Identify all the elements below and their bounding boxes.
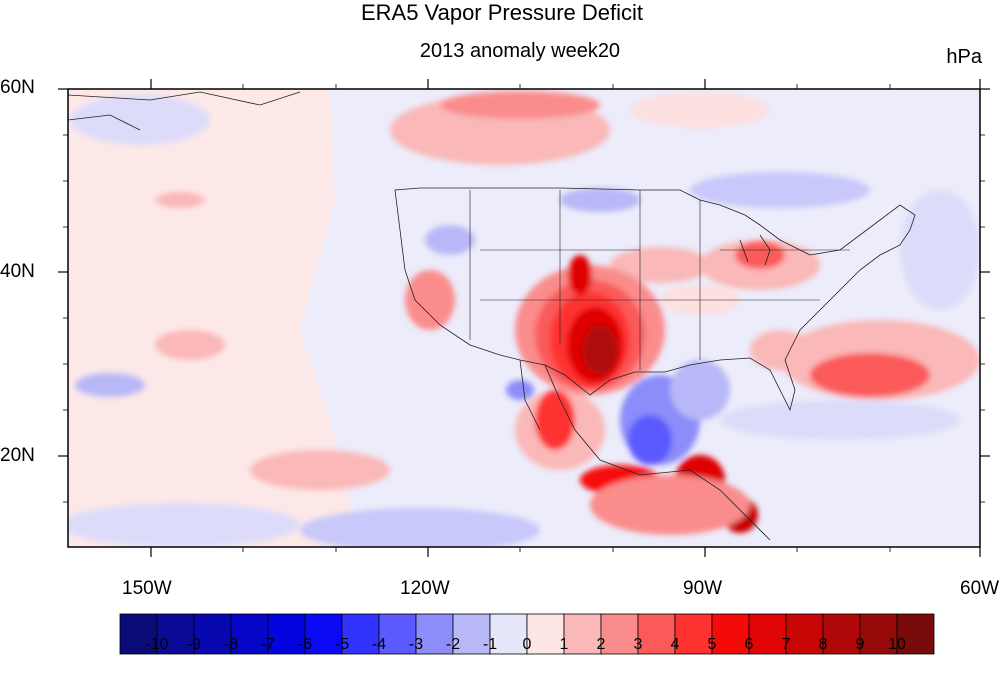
colorbar-tick-label: -2 (445, 636, 461, 653)
colorbar-swatch (156, 613, 195, 655)
colorbar-tick-label: -9 (186, 636, 202, 653)
colorbar-tick-label: 1 (559, 636, 569, 653)
colorbar-swatch (748, 613, 787, 655)
colorbar-tick-label: -6 (297, 636, 313, 653)
colorbar-tick-label: -4 (371, 636, 387, 653)
colorbar-tick-label: 0 (522, 636, 532, 653)
colorbar-tick-label: -10 (145, 636, 169, 653)
colorbar-swatch (711, 613, 750, 655)
colorbar-tick-label: -3 (408, 636, 424, 653)
lat-label-20n: 20N (0, 445, 35, 466)
colorbar-swatch (859, 613, 898, 655)
colorbar-swatch (526, 613, 565, 655)
colorbar-swatch (563, 613, 602, 655)
colorbar-tick-label: -1 (482, 636, 498, 653)
colorbar-tick-label: -5 (334, 636, 350, 653)
pacific-positive-region (68, 89, 360, 547)
colorbar-swatch (452, 613, 491, 655)
colorbar-swatch (378, 613, 417, 655)
colorbar-swatch (896, 613, 935, 655)
colorbar-tick-label: -8 (223, 636, 239, 653)
colorbar-swatch (637, 613, 676, 655)
colorbar-swatch (119, 613, 158, 655)
colorbar-tick-label: 7 (781, 636, 791, 653)
lon-label-60w: 60W (960, 578, 1000, 599)
state-lines (469, 190, 850, 370)
lat-label-40n: 40N (0, 261, 35, 282)
lat-label-60n: 60N (0, 77, 35, 98)
colorbar-tick-label: 4 (670, 636, 680, 653)
colorbar-swatch (822, 613, 861, 655)
colorbar-tick-label: 5 (707, 636, 717, 653)
mexico-outline (519, 359, 771, 541)
colorbar-swatch (489, 613, 528, 655)
colorbar-tick-label: 3 (633, 636, 643, 653)
lon-label-90w: 90W (683, 578, 723, 599)
colorbar-tick-label: 2 (596, 636, 606, 653)
units-label: hPa (946, 46, 982, 68)
colorbar-tick-label: 6 (744, 636, 754, 653)
axis-ticks (58, 79, 990, 557)
us-outline (394, 187, 916, 412)
colorbar-tick-label: 9 (855, 636, 865, 653)
colorbar-tick-label: 8 (818, 636, 828, 653)
anomaly-blobs (68, 91, 980, 547)
colorbar-swatch (193, 613, 232, 655)
colorbar-swatch (785, 613, 824, 655)
map-title: ERA5 Vapor Pressure Deficit (360, 0, 644, 25)
coastlines (68, 91, 916, 541)
colorbar-swatch (304, 613, 343, 655)
map-subtitle: 2013 anomaly week20 (419, 40, 621, 62)
lon-label-120w: 120W (400, 578, 450, 599)
minor-ticks (63, 84, 985, 552)
great-lakes (739, 234, 771, 266)
colorbar (119, 613, 935, 655)
colorbar-tick-label: -7 (260, 636, 276, 653)
map-field (68, 89, 980, 547)
colorbar-tick-label: 10 (888, 636, 906, 653)
lon-label-150w: 150W (122, 578, 172, 599)
alaska-coast (68, 91, 301, 131)
colorbar-swatch (600, 613, 639, 655)
